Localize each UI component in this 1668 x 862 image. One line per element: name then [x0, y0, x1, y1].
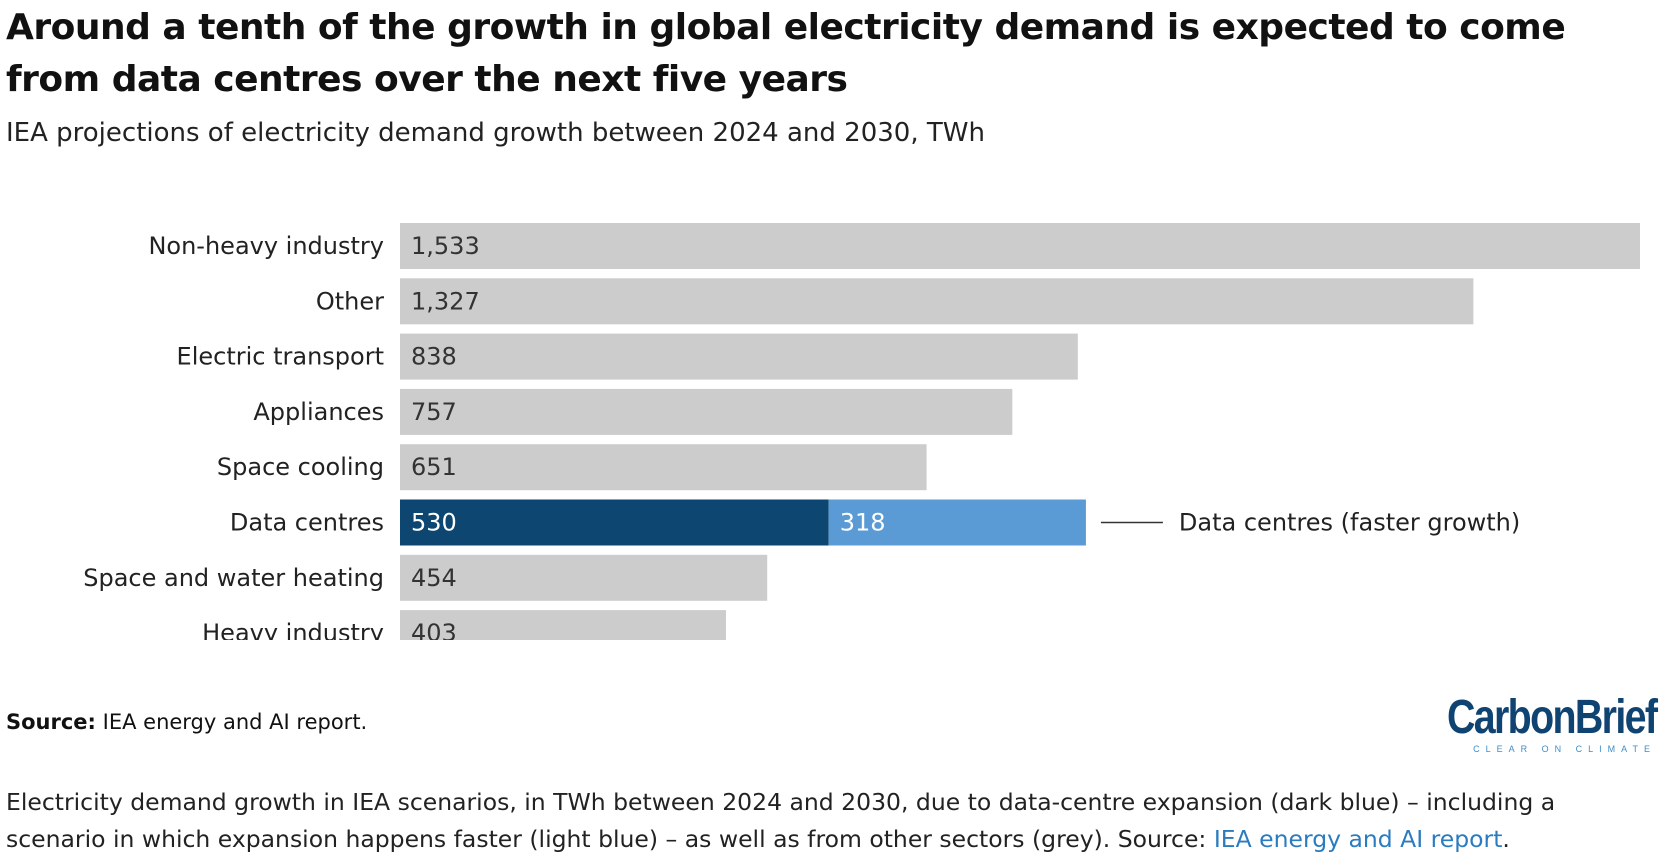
carbon-brief-logo: CarbonBrief CLEAR ON CLIMATE: [1401, 691, 1658, 755]
source-note: Source: IEA energy and AI report.: [6, 710, 367, 734]
bar-value-label: 403: [411, 619, 457, 640]
category-label: Heavy industry: [202, 619, 384, 640]
bar: [400, 223, 1640, 269]
category-label: Non-heavy industry: [148, 232, 384, 260]
category-label: Space and water heating: [83, 564, 384, 592]
category-label: Appliances: [253, 398, 384, 426]
chart-subtitle: IEA projections of electricity demand gr…: [6, 118, 985, 148]
bar-value-label: 757: [411, 398, 457, 426]
caption-text: Electricity demand growth in IEA scenari…: [6, 788, 1556, 853]
annotation-label: Data centres (faster growth): [1179, 509, 1520, 537]
bar-chart: Non-heavy industry 1,533 Other 1,327 Electri…: [83, 223, 1640, 640]
bar-value-label: 651: [411, 453, 457, 481]
bar-faster-growth-label: 318: [840, 509, 886, 537]
bar-faster-growth: [828, 499, 1086, 546]
bar: [400, 333, 1078, 380]
category-label: Data centres: [230, 509, 384, 537]
bar: [400, 388, 1013, 435]
bar-value-label: 1,327: [411, 287, 480, 315]
bar: [400, 610, 726, 640]
bar: [400, 444, 927, 491]
category-label: Electric transport: [177, 343, 384, 371]
bar-value-label: 838: [411, 343, 457, 371]
bar: [400, 554, 768, 601]
bar-value-label: 1,533: [411, 232, 480, 260]
bar: [400, 499, 829, 546]
logo-wordmark: CarbonBrief: [1446, 691, 1658, 744]
caption-end: .: [1502, 825, 1510, 853]
report-link[interactable]: IEA energy and AI report: [1213, 825, 1503, 853]
logo-tagline: CLEAR ON CLIMATE: [1473, 744, 1656, 754]
bar: [400, 278, 1474, 325]
category-label: Other: [316, 287, 384, 315]
chart-title: Around a tenth of the growth in global e…: [6, 7, 1566, 100]
figure-caption: Electricity demand growth in IEA scenari…: [6, 784, 1662, 858]
source-text: IEA energy and AI report.: [102, 710, 368, 734]
source-label: Source:: [6, 710, 96, 734]
category-label: Space cooling: [217, 453, 384, 481]
bar-value-label: 530: [411, 509, 457, 537]
bar-value-label: 454: [411, 564, 457, 592]
